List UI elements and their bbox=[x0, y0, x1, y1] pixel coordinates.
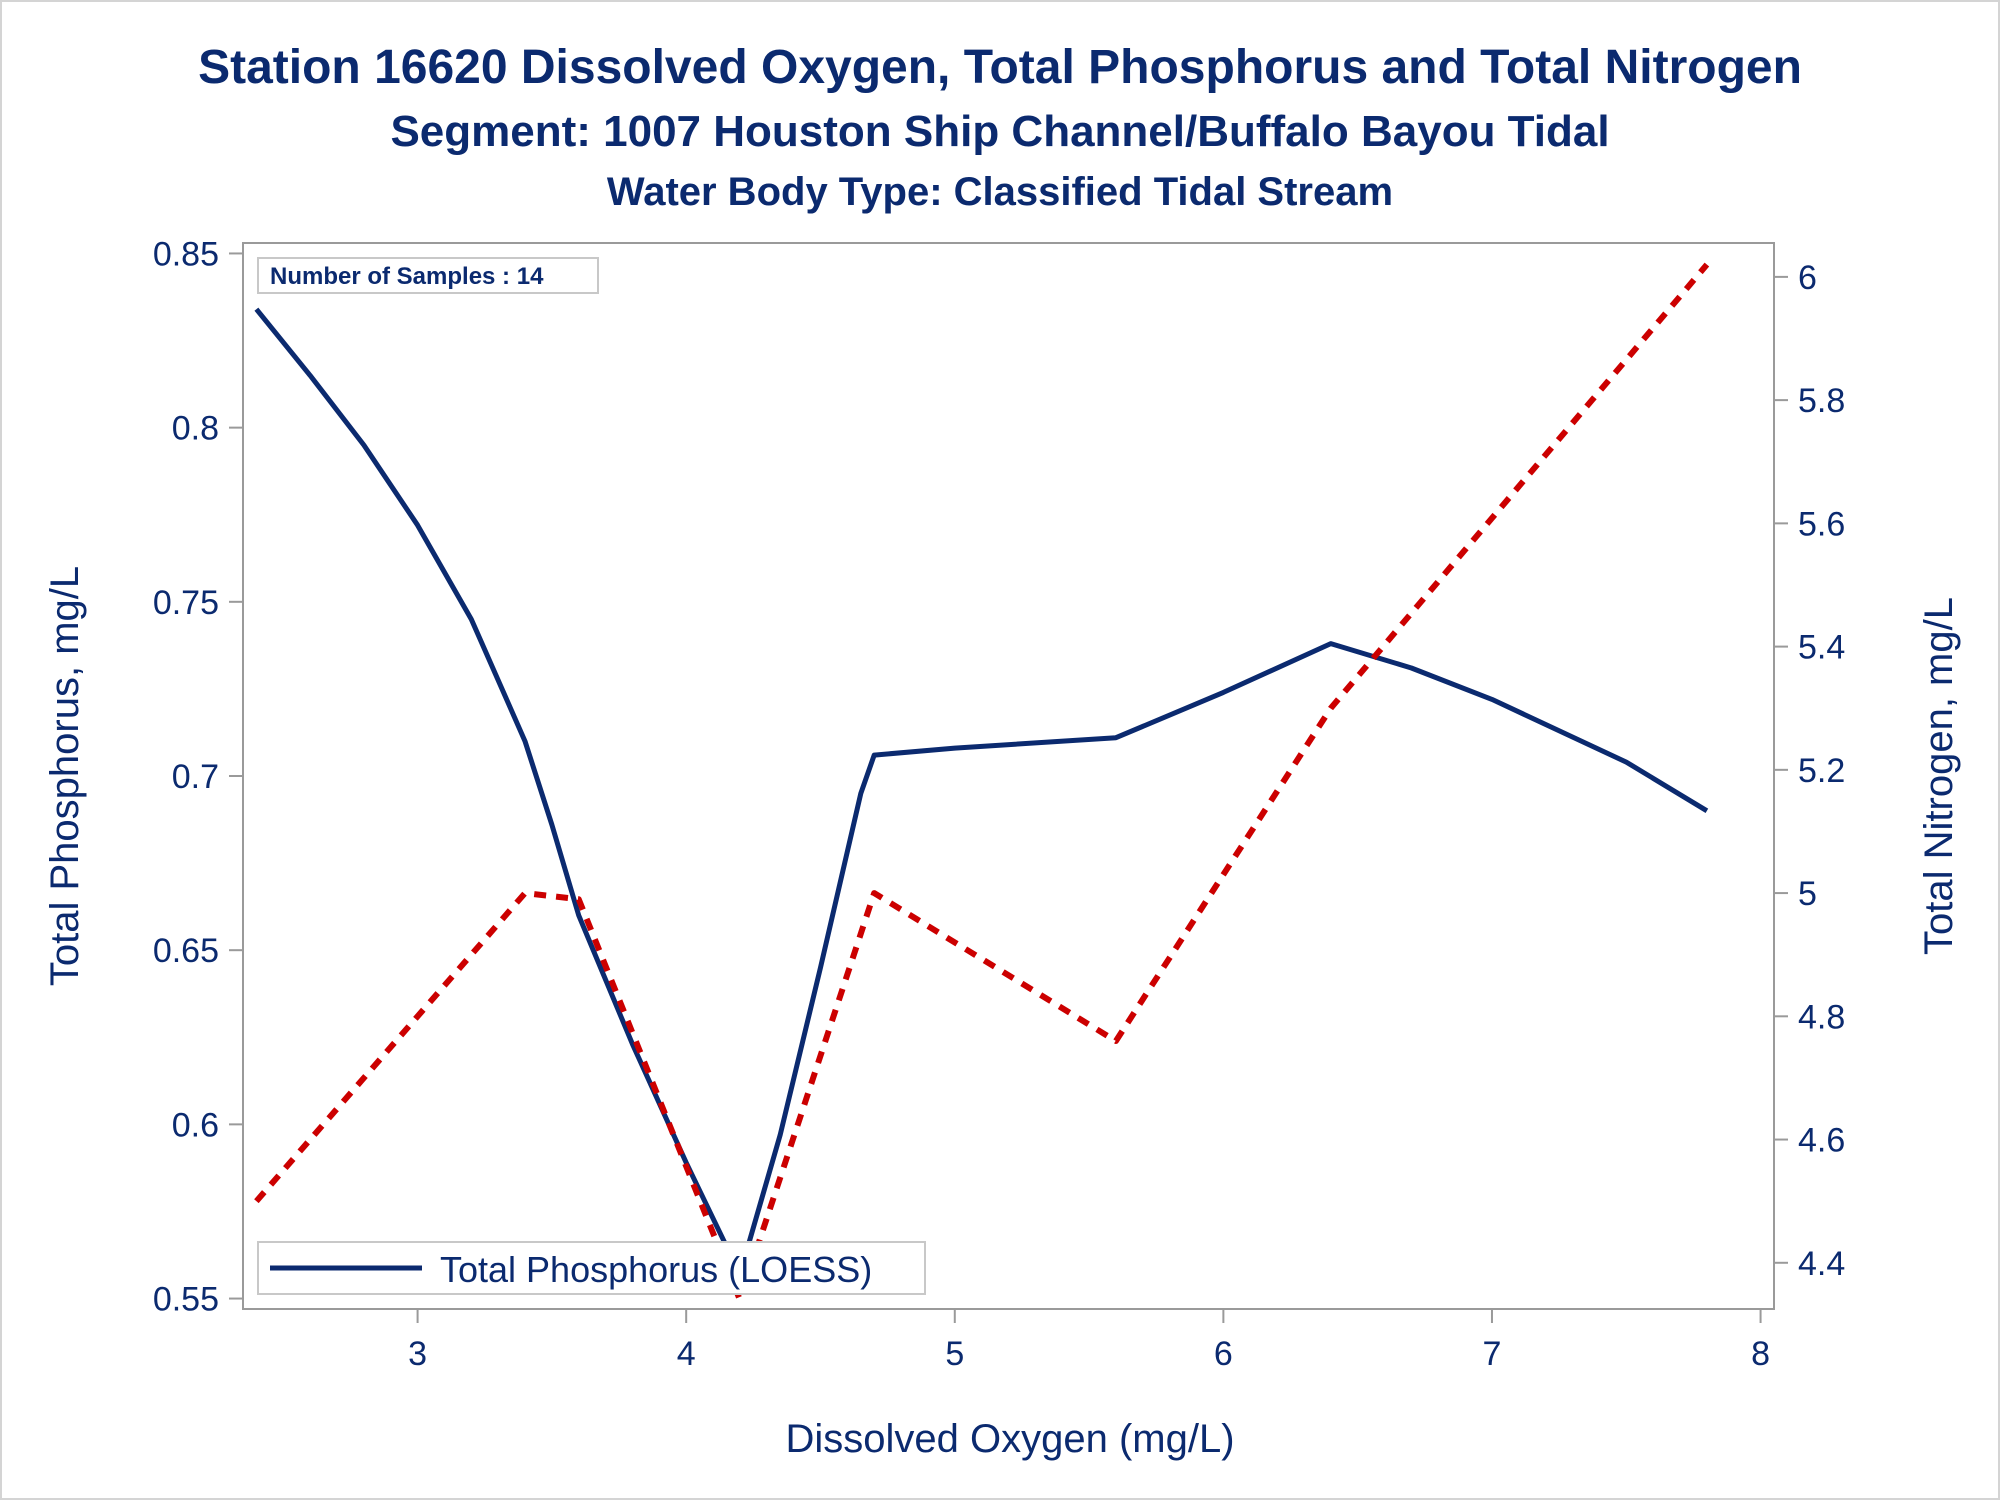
y-tick-label: 0.7 bbox=[172, 758, 219, 796]
y2-tick-label: 5.8 bbox=[1798, 382, 1845, 420]
y-tick-label: 0.65 bbox=[153, 932, 219, 970]
y-axis-right: 4.4 4.6 4.8 5 5.2 5.4 5.6 5.8 6 bbox=[1774, 259, 1845, 1283]
y2-axis-label: Total Nitrogen, mg/L bbox=[1917, 597, 1961, 955]
y-tick-label: 0.6 bbox=[172, 1106, 219, 1144]
y2-tick-label: 5.4 bbox=[1798, 629, 1845, 667]
y2-tick-label: 5 bbox=[1798, 875, 1817, 913]
x-tick-label: 3 bbox=[408, 1335, 427, 1373]
chart-subtitle-2: Water Body Type: Classified Tidal Stream bbox=[606, 170, 1394, 214]
chart-subtitle: Segment: 1007 Houston Ship Channel/Buffa… bbox=[390, 107, 1610, 156]
sample-count-label: Number of Samples : 14 bbox=[270, 263, 544, 290]
x-tick-label: 8 bbox=[1751, 1335, 1770, 1373]
y-tick-label: 0.75 bbox=[153, 584, 219, 622]
series-line-phosphorus bbox=[254, 307, 1709, 1277]
x-axis: 3 4 5 6 7 8 bbox=[408, 1309, 1770, 1373]
x-axis-label: Dissolved Oxygen (mg/L) bbox=[785, 1417, 1234, 1461]
y2-tick-label: 4.6 bbox=[1798, 1122, 1845, 1160]
x-tick-label: 6 bbox=[1214, 1335, 1233, 1373]
chart-title: Station 16620 Dissolved Oxygen, Total Ph… bbox=[198, 41, 1802, 94]
series-layer bbox=[254, 262, 1710, 1303]
x-tick-label: 4 bbox=[677, 1335, 696, 1373]
y-axis-label: Total Phosphorus, mg/L bbox=[43, 566, 87, 986]
y-tick-label: 0.8 bbox=[172, 410, 219, 448]
y-axis-left: 0.55 0.6 0.65 0.7 0.75 0.8 0.85 bbox=[153, 235, 243, 1319]
y2-tick-label: 4.8 bbox=[1798, 998, 1845, 1036]
y2-tick-label: 5.2 bbox=[1798, 752, 1845, 790]
x-tick-label: 7 bbox=[1483, 1335, 1502, 1373]
legend: Total Phosphorus (LOESS) bbox=[257, 1241, 926, 1295]
sample-count-box: Number of Samples : 14 bbox=[257, 257, 599, 294]
legend-label-phosphorus: Total Phosphorus (LOESS) bbox=[440, 1249, 872, 1290]
series-line-nitrogen bbox=[254, 262, 1710, 1303]
y-tick-label: 0.55 bbox=[153, 1281, 219, 1319]
y2-tick-label: 6 bbox=[1798, 259, 1817, 297]
y2-tick-label: 5.6 bbox=[1798, 505, 1845, 543]
y2-tick-label: 4.4 bbox=[1798, 1245, 1845, 1283]
x-tick-label: 5 bbox=[945, 1335, 964, 1373]
plot-area bbox=[242, 242, 1775, 1310]
y-tick-label: 0.85 bbox=[153, 235, 219, 273]
